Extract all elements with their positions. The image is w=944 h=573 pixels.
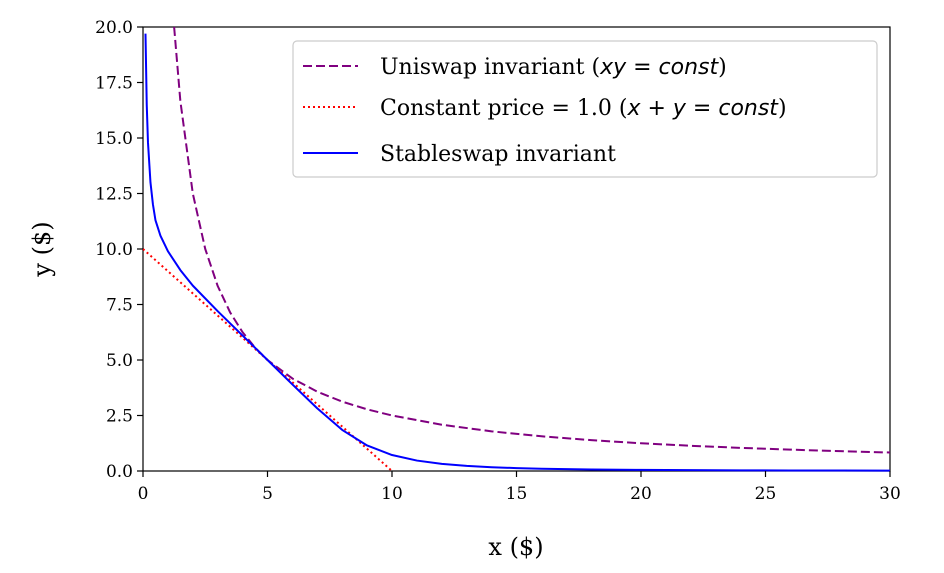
x-tick-label: 30: [879, 484, 901, 504]
y-tick-label: 0.0: [106, 462, 133, 482]
x-tick-label: 15: [506, 484, 528, 504]
x-tick-label: 5: [262, 484, 273, 504]
legend-label-prefix: Constant price = 1.0 (: [380, 96, 627, 121]
y-tick-label: 5.0: [106, 351, 133, 371]
ticks-layer: 0 5 10 15 20 25 30 0.0 2.5 5.0 7.5 10.0 12.5 15.0 17.5…: [95, 18, 901, 504]
legend-label-2: Stableswap invariant: [380, 142, 616, 167]
legend-label-0: Uniswap invariant (xy = const): [380, 55, 727, 80]
legend: Uniswap invariant (xy = const)Constant p…: [292, 40, 878, 178]
legend-box: [292, 40, 878, 178]
x-tick-label: 10: [381, 484, 403, 504]
x-tick-label: 0: [138, 484, 149, 504]
legend-label-math: x + y = const: [626, 96, 779, 121]
legend-label-prefix: Uniswap invariant (: [380, 55, 600, 80]
y-axis-label: y ($): [28, 221, 56, 277]
series-layer: [142, 26, 891, 472]
y-tick-label: 2.5: [106, 407, 133, 427]
series-line-0: [173, 26, 891, 454]
series-line-2: [144, 33, 891, 472]
y-tick-label: 15.0: [95, 129, 133, 149]
legend-label-1: Constant price = 1.0 (x + y = const): [380, 96, 787, 121]
x-tick-label: 20: [630, 484, 652, 504]
y-tick-label: 10.0: [95, 240, 133, 260]
x-tick-label: 25: [755, 484, 777, 504]
legend-label-prefix: Stableswap invariant: [380, 142, 616, 167]
legend-label-suffix: ): [718, 55, 727, 80]
x-axis-label: x ($): [488, 533, 543, 561]
legend-items: Uniswap invariant (xy = const)Constant p…: [303, 55, 787, 167]
y-tick-label: 20.0: [95, 18, 133, 38]
y-tick-label: 17.5: [95, 74, 133, 94]
legend-label-math: xy = const: [599, 55, 719, 80]
y-tick-label: 12.5: [95, 185, 133, 205]
y-tick-label: 7.5: [106, 296, 133, 316]
legend-label-suffix: ): [778, 96, 787, 121]
